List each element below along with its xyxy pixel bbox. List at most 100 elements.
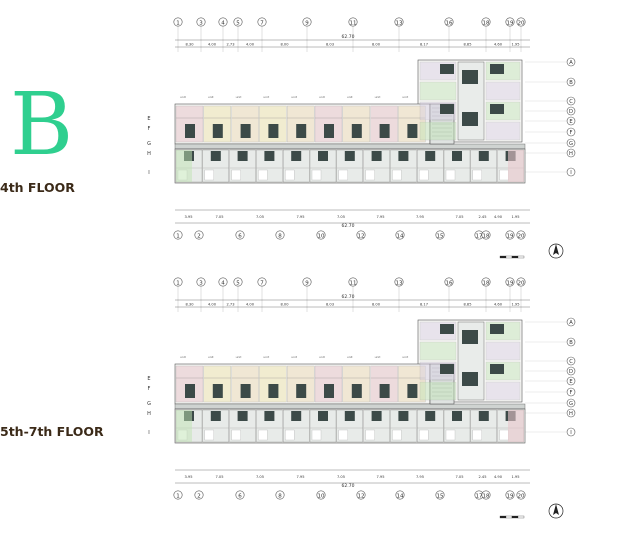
grid-label-right: A: [569, 60, 573, 66]
bath-core: [440, 324, 454, 334]
grid-bubble-top: [516, 277, 526, 287]
dimension-value-top: 8.85: [463, 43, 471, 47]
grid-bubble-bottom: [275, 230, 285, 240]
grid-bubble-top: [196, 17, 206, 27]
dimension-value-top: 1.95: [511, 303, 519, 307]
grid-label-left: H: [147, 151, 151, 157]
grid-label-right: G: [569, 401, 573, 407]
bed: [258, 429, 268, 441]
bath-core: [210, 151, 221, 161]
bath-core: [398, 151, 409, 161]
dimension-value-bottom: 2.45: [478, 215, 486, 219]
bath-core: [212, 124, 223, 138]
dimension-total-bottom: 62.70: [342, 483, 355, 489]
grid-bubble-top: [348, 17, 358, 27]
bath-core: [344, 411, 355, 421]
building-letter: B: [10, 75, 74, 175]
bath-core: [440, 64, 454, 74]
lift-core: [462, 330, 478, 344]
grid-label-bottom: 18: [483, 493, 490, 499]
bath-core: [240, 124, 251, 138]
dimension-value-bottom: 7.05: [337, 215, 345, 219]
dimension-value-bottom: 4.90: [494, 215, 503, 219]
bath-core: [351, 124, 362, 138]
bed: [365, 429, 375, 441]
dimension-value-bottom: 7.05: [337, 475, 345, 479]
corridor: [174, 143, 526, 150]
dimension-value-top: 8.17: [420, 43, 428, 47]
bed: [258, 169, 268, 181]
bed: [338, 169, 348, 181]
scale-bar-icon: [499, 515, 507, 519]
grid-bubble-bottom: [194, 490, 204, 500]
grid-label-top: 11: [350, 20, 357, 26]
grid-bubble-right: [566, 57, 576, 67]
grid-label-bottom: 20: [518, 233, 525, 239]
unit-tag: unit: [180, 355, 187, 359]
dimension-value-bottom: 3.95: [184, 215, 192, 219]
unit-tag: unit: [180, 95, 187, 99]
grid-label-bottom: 14: [397, 233, 404, 239]
grid-label-right: D: [569, 369, 573, 375]
grid-label-right: I: [570, 170, 572, 176]
grid-label-bottom: 1: [176, 233, 180, 239]
bath-core: [268, 124, 279, 138]
bath-core: [240, 384, 251, 398]
bath-core: [490, 324, 504, 334]
grid-bubble-bottom: [316, 230, 326, 240]
bath-core: [371, 151, 382, 161]
unit-tag: unit: [347, 355, 354, 359]
grid-label-bottom: 12: [358, 233, 365, 239]
dimension-value-top: 8.03: [326, 303, 334, 307]
bath-core: [371, 411, 382, 421]
grid-bubble-top: [444, 277, 454, 287]
unit-tag: unit: [402, 355, 409, 359]
grid-label-top: 19: [507, 20, 514, 26]
grid-bubble-top: [173, 17, 183, 27]
grid-bubble-top: [302, 277, 312, 287]
grid-bubble-bottom: [395, 230, 405, 240]
bed: [204, 169, 214, 181]
grid-label-bottom: 18: [483, 233, 490, 239]
unit-tag: unit: [402, 95, 409, 99]
bed: [419, 169, 429, 181]
grid-label-right: B: [569, 80, 573, 86]
grid-label-left: F: [148, 126, 151, 132]
grid-label-bottom: 10: [318, 493, 325, 499]
bath-core: [291, 151, 302, 161]
grid-bubble-top: [394, 17, 404, 27]
grid-bubble-bottom: [435, 490, 445, 500]
dimension-value-top: 8.30: [185, 43, 194, 47]
scale-bar-icon: [505, 255, 513, 259]
grid-bubble-top: [196, 277, 206, 287]
north-arrow-icon: [553, 504, 559, 515]
bath-core: [398, 411, 409, 421]
grid-bubble-bottom: [435, 230, 445, 240]
grid-label-bottom: 8: [278, 233, 282, 239]
bed: [338, 429, 348, 441]
grid-label-bottom: 6: [238, 233, 242, 239]
bath-core: [324, 124, 334, 138]
north-arrow-icon: [553, 244, 559, 255]
bath-core: [452, 151, 462, 161]
grid-label-right: H: [569, 411, 573, 417]
grid-label-top: 9: [305, 20, 309, 26]
grid-label-top: 20: [518, 280, 525, 286]
dimension-value-top: 4.00: [246, 43, 255, 47]
north-unit-left: [419, 341, 457, 361]
dimension-value-top: 2.73: [226, 303, 234, 307]
grid-bubble-right: [566, 106, 576, 116]
grid-bubble-right: [566, 366, 576, 376]
dimension-value-bottom: 4.90: [494, 475, 503, 479]
grid-label-bottom: 17: [476, 493, 483, 499]
scale-bar-icon: [499, 255, 507, 259]
unit-tag: unit: [347, 95, 354, 99]
bath-core: [264, 411, 275, 421]
unit-tag: unit: [208, 355, 215, 359]
grid-label-top: 7: [260, 20, 264, 26]
grid-label-bottom: 10: [318, 233, 325, 239]
grid-label-top: 4: [221, 280, 225, 286]
end-unit-pink: [508, 150, 524, 182]
bath-core: [324, 384, 334, 398]
